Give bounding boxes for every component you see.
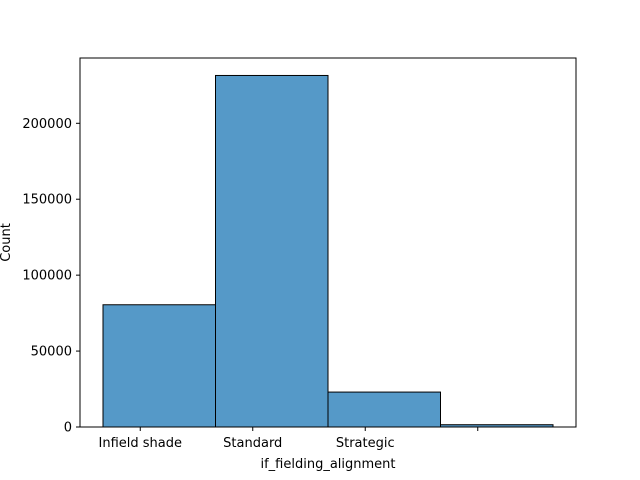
x-axis-label: if_fielding_alignment [260,457,395,472]
y-tick-label-2: 100000 [22,269,72,284]
y-tick-label-3: 150000 [22,193,72,208]
x-tick-label-1: Standard [223,436,282,451]
bar-0 [102,304,216,428]
y-tick-label-4: 200000 [22,117,72,132]
x-tick-label-2: Strategic [336,436,395,451]
plot-frame [79,57,577,428]
y-axis-label: Count [0,223,14,262]
bar-1 [215,74,329,428]
y-axis-ticks: 0 50000 100000 150000 200000 [22,117,80,436]
bar-2 [327,391,441,428]
x-tick-label-0: Infield shade [99,436,182,451]
x-axis-ticks: Infield shade Standard Strategic [99,427,479,451]
bars-group [102,74,554,428]
y-tick-label-1: 50000 [31,345,72,360]
y-tick-label-0: 0 [64,421,72,436]
